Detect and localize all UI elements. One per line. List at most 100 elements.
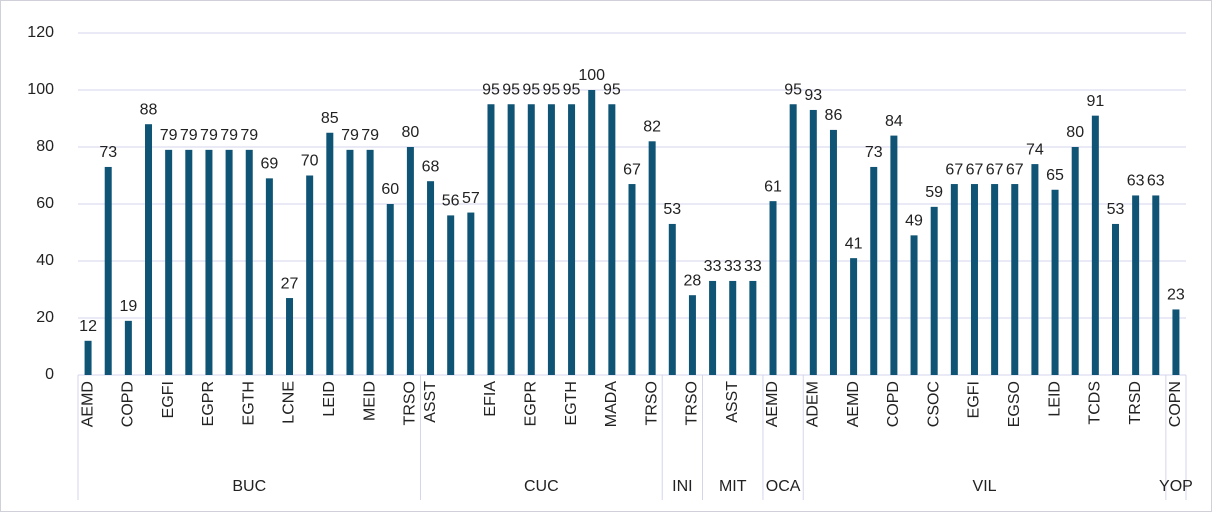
value-label: 67 (623, 161, 641, 178)
value-label: 63 (1127, 173, 1145, 190)
bar (588, 90, 596, 375)
bar (124, 320, 132, 375)
value-label: 95 (563, 81, 581, 98)
x-tick-label: ASST (422, 381, 439, 423)
bar (1132, 195, 1140, 375)
x-tick-label: ASST (724, 381, 741, 423)
bar (890, 135, 898, 375)
bar (205, 149, 213, 375)
y-tick-label: 100 (27, 81, 54, 98)
bar (346, 149, 354, 375)
value-label: 80 (402, 124, 420, 141)
x-tick-label: AEMD (764, 381, 781, 427)
bar (688, 295, 696, 375)
value-label: 60 (381, 181, 399, 198)
bar (769, 201, 777, 375)
group-label: CUC (524, 478, 559, 495)
bar (930, 206, 938, 375)
value-label: 84 (885, 113, 903, 130)
group-label: VIL (973, 478, 997, 495)
value-label: 79 (240, 127, 258, 144)
x-tick-label: EGTH (563, 381, 580, 425)
y-tick-label: 40 (36, 252, 54, 269)
x-tick-label: AEMD (845, 381, 862, 427)
value-label: 80 (1066, 124, 1084, 141)
bar (165, 149, 173, 375)
value-label: 12 (79, 318, 97, 335)
bar (829, 129, 837, 375)
value-label: 79 (361, 127, 379, 144)
value-label: 53 (663, 201, 681, 218)
value-label: 19 (119, 298, 137, 315)
bar (467, 212, 475, 375)
x-tick-label: CSOC (925, 381, 942, 427)
bar (527, 104, 535, 375)
value-label: 86 (825, 107, 843, 124)
bar (648, 141, 656, 375)
value-label: 73 (99, 144, 117, 161)
bar (970, 184, 978, 375)
value-label: 82 (643, 119, 661, 136)
value-label: 27 (281, 275, 299, 292)
value-label: 68 (422, 158, 440, 175)
group-label: OCA (766, 478, 801, 495)
x-tick-label: TRSO (402, 381, 419, 425)
value-label: 95 (502, 81, 520, 98)
value-label: 95 (603, 81, 621, 98)
x-tick-label: EGSO (1006, 381, 1023, 427)
value-label: 65 (1046, 167, 1064, 184)
group-label: MIT (719, 478, 747, 495)
value-label: 23 (1167, 287, 1185, 304)
value-label: 59 (925, 184, 943, 201)
bar (1091, 115, 1099, 376)
x-tick-label: EGPR (200, 381, 217, 426)
x-tick-label: TCDS (1087, 381, 1104, 425)
x-tick-label: LEID (321, 381, 338, 417)
x-tick-label: MADA (603, 381, 620, 428)
x-tick-label: LEID (1046, 381, 1063, 417)
y-tick-label: 60 (36, 195, 54, 212)
bar (104, 166, 112, 375)
value-label: 41 (845, 235, 863, 252)
bar (265, 178, 273, 375)
x-tick-label: TRSO (643, 381, 660, 425)
value-label: 33 (724, 258, 742, 275)
value-label: 95 (543, 81, 561, 98)
bar (1011, 184, 1019, 375)
value-label: 79 (220, 127, 238, 144)
x-tick-label: EGFI (160, 381, 177, 418)
value-label: 70 (301, 153, 319, 170)
value-label: 95 (522, 81, 540, 98)
bar (1051, 189, 1059, 375)
bar (709, 280, 717, 375)
bar (145, 124, 153, 375)
bar (427, 181, 435, 375)
bar (1172, 309, 1180, 375)
x-tick-label: AEMD (79, 381, 96, 427)
value-label: 63 (1147, 173, 1165, 190)
bar (245, 149, 253, 375)
x-tick-label: COPD (120, 381, 137, 427)
value-label: 53 (1107, 201, 1125, 218)
value-label: 95 (482, 81, 500, 98)
value-label: 57 (462, 190, 480, 207)
bar (286, 298, 294, 375)
bar (326, 132, 334, 375)
bar (366, 149, 374, 375)
bar (870, 166, 878, 375)
value-label: 67 (966, 161, 984, 178)
bar (910, 235, 918, 375)
value-label: 74 (1026, 141, 1044, 158)
bar (406, 147, 414, 375)
value-label: 61 (764, 178, 782, 195)
value-label: 56 (442, 193, 460, 210)
x-tick-label: TRSO (684, 381, 701, 425)
bar (447, 215, 455, 375)
value-label: 33 (744, 258, 762, 275)
bar (507, 104, 515, 375)
bar (1031, 164, 1039, 375)
bar (608, 104, 616, 375)
group-label: INI (672, 478, 692, 495)
x-tick-label: ADEM (805, 381, 822, 427)
y-tick-label: 80 (36, 138, 54, 155)
